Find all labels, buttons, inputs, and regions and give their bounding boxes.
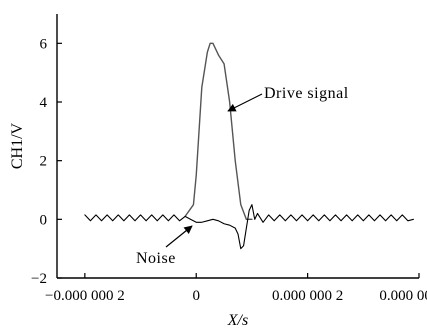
ticks: −2 0 2 4 6 −0.000 000 2 0 0.000 000 2 0.000 000 …	[31, 36, 427, 304]
series-layer	[84, 42, 414, 250]
x-axis-label: X/s	[227, 312, 248, 329]
series-line-noise	[84, 204, 414, 250]
axes	[56, 14, 419, 279]
drive-signal-annotation: Drive signal	[264, 85, 349, 102]
y-tick-label: 6	[40, 36, 48, 52]
x-tick-label: 0.000 000 2	[272, 288, 343, 304]
x-tick-label: 0	[192, 288, 200, 304]
y-tick-label: 2	[40, 154, 48, 170]
series-line-drive-signal	[184, 42, 253, 221]
annotation-layer: Drive signal Noise	[136, 85, 349, 267]
drive-signal-arrow	[227, 93, 263, 112]
y-tick-label: −2	[31, 271, 47, 287]
noise-annotation: Noise	[136, 250, 176, 267]
x-tick-label: −0.000 000 2	[45, 288, 125, 304]
noise-arrow	[165, 225, 193, 248]
x-tick-label: 0.000 000 4	[379, 288, 427, 304]
y-tick-label: 0	[40, 212, 48, 228]
y-tick-label: 4	[40, 95, 48, 111]
y-axis-label: CH1/V	[9, 122, 26, 169]
